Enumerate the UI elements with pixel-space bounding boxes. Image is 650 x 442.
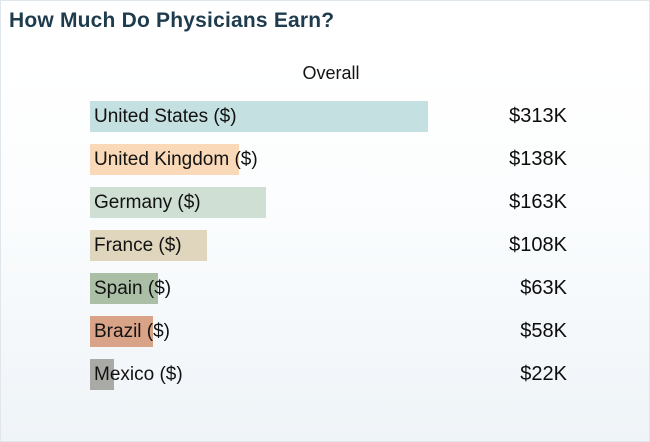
chart-row: Mexico ($) $22K [1, 359, 649, 390]
value-label: $22K [520, 363, 567, 385]
bar [90, 316, 153, 347]
chart-row: Spain ($) $63K [1, 273, 649, 304]
bar-label: United Kingdom ($) [94, 149, 258, 170]
value-label: $163K [509, 191, 567, 213]
bar [90, 359, 114, 390]
bar-label: Spain ($) [94, 278, 172, 299]
chart-row: United Kingdom ($) $138K [1, 144, 649, 175]
value-label: $58K [520, 320, 567, 342]
chart-row: France ($) $108K [1, 230, 649, 261]
bar [90, 230, 207, 261]
chart-row: United States ($) $313K [1, 101, 649, 132]
bar [90, 187, 267, 218]
bar [90, 144, 240, 175]
bar [90, 101, 428, 132]
bar-label: Brazil ($) [94, 321, 171, 342]
bar-label: Germany ($) [94, 192, 201, 213]
chart-row: Brazil ($) $58K [1, 316, 649, 347]
column-header-overall: Overall [302, 63, 360, 83]
bar-chart: United States ($) $313K United Kingdom (… [1, 101, 649, 402]
page-title: How Much Do Physicians Earn? [9, 9, 335, 32]
value-label: $313K [509, 105, 567, 127]
chart-row: Germany ($) $163K [1, 187, 649, 218]
value-label: $108K [509, 234, 567, 256]
bar [90, 273, 159, 304]
value-label: $138K [509, 148, 567, 170]
bar-label: United States ($) [94, 106, 237, 127]
value-label: $63K [520, 277, 567, 299]
bar-label: France ($) [94, 235, 182, 256]
bar-label: Mexico ($) [94, 364, 183, 385]
